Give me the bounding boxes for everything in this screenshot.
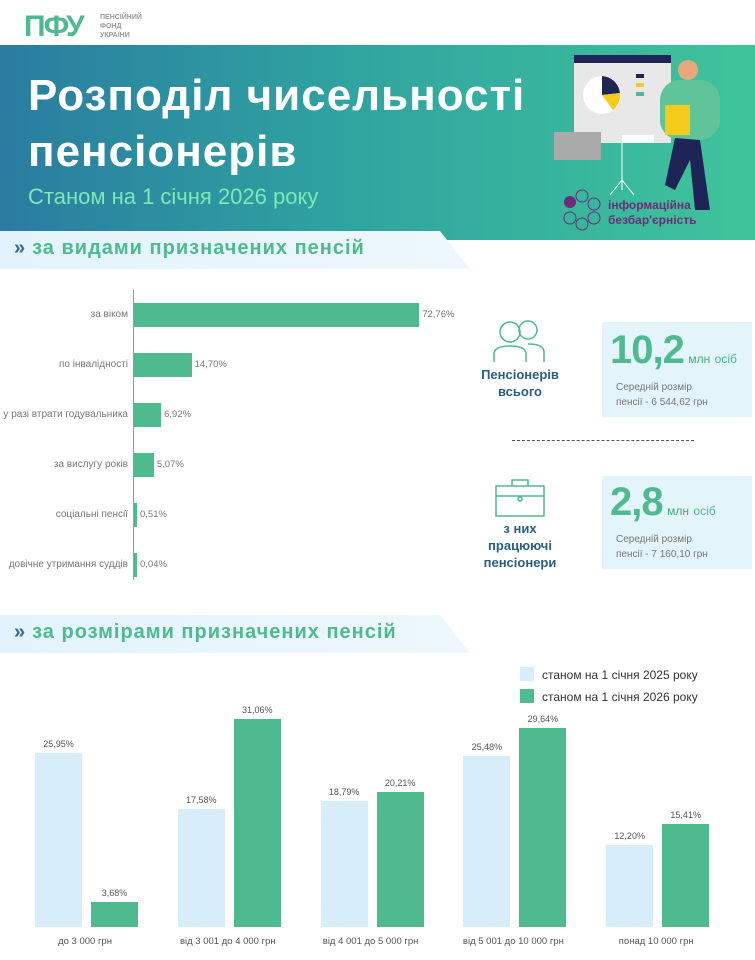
bar bbox=[233, 718, 281, 927]
data-label: 12,20% bbox=[614, 831, 645, 842]
logo-text: ПЕНСІЙНИЙ ФОНД УКРАЇНИ bbox=[100, 13, 142, 40]
accessibility-logo-icon bbox=[563, 189, 601, 231]
caption-line: пенсіонери bbox=[483, 555, 557, 570]
legend-label: станом на 1 січня 2026 року bbox=[542, 690, 698, 704]
badge-line: безбар'єрність bbox=[608, 213, 697, 227]
bar bbox=[519, 728, 567, 927]
data-label: 72,76% bbox=[422, 309, 455, 320]
caption-line: Пенсіонерів bbox=[481, 367, 559, 382]
category-label: від 4 001 до 5 000 грн bbox=[322, 936, 419, 947]
total-stat-box: 10,2 млн осіб Середній розмір пенсії - 6 … bbox=[602, 322, 752, 417]
data-label: 29,64% bbox=[527, 714, 559, 725]
category-label: від 3 001 до 4 000 грн bbox=[179, 936, 276, 947]
title-line: пенсіонерів bbox=[28, 127, 298, 176]
section-title: за розмірами призначених пенсій bbox=[32, 621, 397, 643]
bar bbox=[463, 756, 511, 927]
unit: осіб bbox=[693, 504, 716, 518]
bar bbox=[134, 453, 154, 477]
working-pensioners-caption: з них працюючі пенсіонери bbox=[470, 520, 570, 571]
avg-line: Середній розмір bbox=[616, 382, 692, 393]
data-label: 17,58% bbox=[186, 795, 217, 806]
title-line: Розподіл чисельності bbox=[28, 71, 526, 120]
legend: станом на 1 січня 2025 року станом на 1 … bbox=[520, 664, 698, 708]
caption-line: працюючі bbox=[488, 538, 552, 553]
data-label: 0,51% bbox=[140, 509, 167, 520]
working-value: 2,8 bbox=[610, 480, 664, 524]
data-label: 31,06% bbox=[242, 704, 273, 715]
category-label: від 5 001 до 10 000 грн bbox=[462, 936, 564, 947]
bar bbox=[177, 809, 225, 927]
unit: млн bbox=[688, 352, 711, 366]
category-label: за віком bbox=[90, 309, 128, 320]
category-label: понад 10 000 грн bbox=[618, 936, 694, 947]
bar bbox=[134, 353, 192, 377]
data-label: 3,68% bbox=[101, 888, 128, 899]
page-title: Розподіл чисельності пенсіонерів bbox=[28, 68, 525, 180]
data-label: 6,92% bbox=[164, 409, 192, 420]
unit: осіб bbox=[714, 352, 737, 366]
logo-text-line: ПЕНСІЙНИЙ bbox=[100, 14, 142, 21]
avg-pension: пенсії - 7 160,10 грн bbox=[616, 549, 708, 560]
bar bbox=[320, 801, 368, 927]
section-header-by-size: » за розмірами призначених пенсій bbox=[0, 615, 470, 653]
bar bbox=[35, 753, 82, 927]
unit: млн bbox=[667, 504, 689, 518]
section-title: за видами призначених пенсій bbox=[32, 237, 365, 259]
bar bbox=[91, 902, 138, 927]
bar bbox=[134, 303, 420, 327]
bar bbox=[134, 553, 137, 577]
chevron-icon: » bbox=[14, 621, 27, 643]
working-stat-box: 2,8 млн осіб Середній розмір пенсії - 7 1… bbox=[602, 476, 752, 569]
legend-swatch bbox=[520, 689, 534, 703]
legend-item: станом на 1 січня 2026 року bbox=[520, 686, 698, 708]
people-icon bbox=[493, 320, 545, 362]
category-label: за вислугу років bbox=[53, 459, 128, 470]
bar bbox=[662, 823, 710, 927]
badge-line: інформаційна bbox=[608, 198, 691, 212]
presenter-illustration bbox=[554, 55, 720, 210]
data-label: 25,95% bbox=[43, 739, 74, 750]
chevron-icon: » bbox=[14, 237, 27, 259]
category-label: до 3 000 грн bbox=[58, 936, 112, 947]
data-label: 25,48% bbox=[471, 742, 503, 753]
category-label: у разі втрати годувальника bbox=[3, 409, 128, 420]
caption-line: всього bbox=[497, 384, 542, 399]
data-label: 15,41% bbox=[670, 809, 701, 820]
data-label: 14,70% bbox=[194, 359, 227, 370]
divider bbox=[512, 440, 694, 441]
data-label: 18,79% bbox=[328, 787, 360, 798]
total-value: 10,2 bbox=[610, 328, 685, 372]
category-label: довічне утримання суддів bbox=[8, 559, 128, 570]
page-subtitle: Станом на 1 січня 2026 року bbox=[28, 184, 319, 209]
category-label: по інвалідності bbox=[58, 359, 128, 370]
chart-axis bbox=[133, 290, 134, 580]
legend-item: станом на 1 січня 2025 року bbox=[520, 664, 698, 686]
caption-line: з них bbox=[503, 521, 537, 536]
logo-text-line: УКРАЇНИ bbox=[100, 32, 130, 39]
legend-label: станом на 1 січня 2025 року bbox=[542, 668, 698, 682]
data-label: 5,07% bbox=[156, 459, 184, 470]
bar bbox=[134, 503, 137, 527]
logo-text-line: ФОНД bbox=[100, 23, 122, 30]
logo: ПФУ bbox=[24, 10, 85, 43]
accessibility-badge: інформаційна безбар'єрність bbox=[608, 198, 697, 228]
category-label: соціальні пенсії bbox=[55, 509, 128, 520]
avg-pension: пенсії - 6 544,62 грн bbox=[616, 397, 708, 408]
briefcase-icon bbox=[495, 479, 545, 517]
avg-line: Середній розмір bbox=[616, 534, 692, 545]
legend-swatch bbox=[520, 667, 534, 681]
section-header-by-type: » за видами призначених пенсій bbox=[0, 231, 470, 269]
bar bbox=[606, 845, 654, 927]
total-pensioners-caption: Пенсіонерів всього bbox=[470, 366, 570, 400]
bar bbox=[376, 791, 424, 927]
bar bbox=[134, 403, 162, 427]
data-label: 0,04% bbox=[140, 559, 167, 570]
data-label: 20,21% bbox=[384, 777, 416, 788]
